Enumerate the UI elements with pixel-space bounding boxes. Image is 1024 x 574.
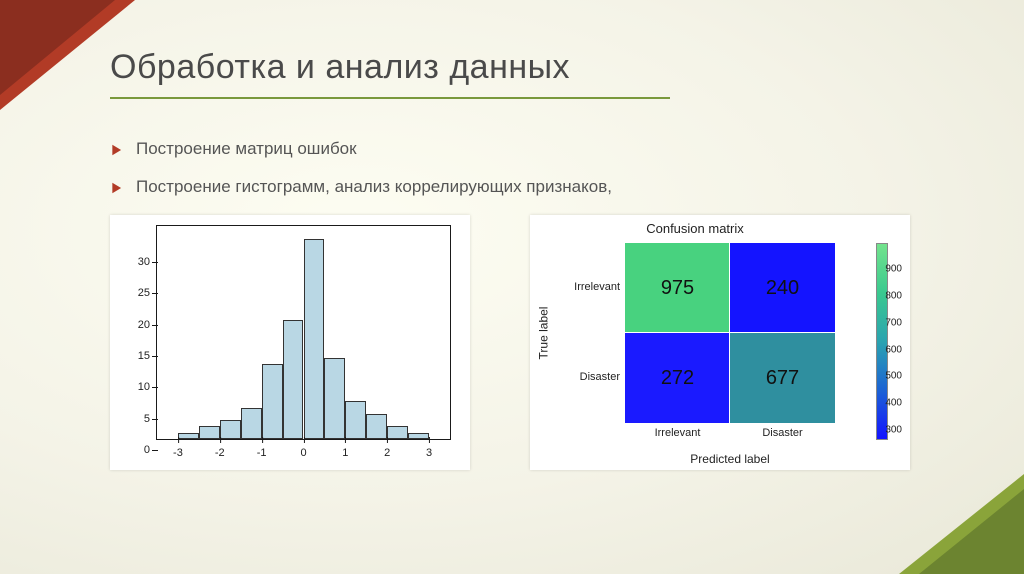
histogram-bar xyxy=(283,320,304,439)
confusion-matrix-row-label: Irrelevant xyxy=(558,281,620,293)
bullet-text: Построение матриц ошибок xyxy=(136,139,357,159)
colorbar-tick: 800 xyxy=(885,290,902,301)
histogram-ytick: 30 xyxy=(120,256,150,268)
histogram-bar xyxy=(220,420,241,439)
confusion-matrix-ylabel: True label xyxy=(532,243,554,423)
bullet-item: Построение матриц ошибок xyxy=(110,139,954,159)
confusion-matrix-cell: 240 xyxy=(730,243,835,333)
histogram-ytick: 10 xyxy=(120,381,150,393)
histogram-bar xyxy=(304,239,325,439)
histogram-ytick: 0 xyxy=(120,444,150,456)
histogram-bar xyxy=(324,358,345,439)
decor-corner-br-inner xyxy=(919,489,1024,574)
bullet-item: Построение гистограмм, анализ коррелирую… xyxy=(110,177,954,197)
colorbar-tick: 400 xyxy=(885,398,902,409)
colorbar-tick: 500 xyxy=(885,371,902,382)
histogram-xtick: -3 xyxy=(173,447,183,459)
confusion-matrix-title: Confusion matrix xyxy=(530,221,860,236)
histogram-bar xyxy=(241,408,262,439)
page-title: Обработка и анализ данных xyxy=(110,48,954,87)
histogram-xtick: 3 xyxy=(426,447,432,459)
histogram-xtick: 2 xyxy=(384,447,390,459)
histogram-bar xyxy=(345,401,366,439)
confusion-matrix-xlabel: Predicted label xyxy=(625,452,835,466)
histogram-chart: -3-2-10123 051015202530 xyxy=(110,215,470,470)
histogram-ytick: 5 xyxy=(120,413,150,425)
confusion-matrix-cell: 677 xyxy=(730,333,835,423)
histogram-xtick: 1 xyxy=(342,447,348,459)
colorbar-tick: 900 xyxy=(885,264,902,275)
histogram-bar xyxy=(262,364,283,439)
confusion-matrix-col-label: Irrelevant xyxy=(625,427,730,439)
title-rule xyxy=(110,97,670,99)
histogram-ytick: 25 xyxy=(120,287,150,299)
confusion-matrix-chart: Confusion matrix 975240272677 True label… xyxy=(530,215,910,470)
histogram-xtick: -2 xyxy=(215,447,225,459)
bullet-icon xyxy=(110,180,124,194)
histogram-xtick: -1 xyxy=(257,447,267,459)
colorbar-tick: 600 xyxy=(885,344,902,355)
confusion-matrix-cell: 272 xyxy=(625,333,730,423)
histogram-bar xyxy=(199,426,220,439)
confusion-matrix-col-label: Disaster xyxy=(730,427,835,439)
histogram-bar xyxy=(178,433,199,439)
histogram-plot-area: -3-2-10123 xyxy=(156,225,451,440)
decor-corner-tl-inner xyxy=(0,0,115,95)
confusion-matrix-row-label: Disaster xyxy=(558,371,620,383)
confusion-matrix-cell: 975 xyxy=(625,243,730,333)
histogram-xtick: 0 xyxy=(300,447,306,459)
confusion-matrix-col-labels: Irrelevant Disaster xyxy=(625,427,835,439)
colorbar-tick: 300 xyxy=(885,424,902,435)
figures-row: -3-2-10123 051015202530 Confusion matrix… xyxy=(110,215,954,470)
bullet-list: Построение матриц ошибок Построение гист… xyxy=(110,139,954,197)
slide: Обработка и анализ данных Построение мат… xyxy=(0,0,1024,574)
histogram-ytick: 15 xyxy=(120,350,150,362)
bullet-text: Построение гистограмм, анализ коррелирую… xyxy=(136,177,612,197)
confusion-matrix-grid: 975240272677 xyxy=(625,243,835,423)
histogram-bar xyxy=(366,414,387,439)
colorbar-tick: 700 xyxy=(885,317,902,328)
bullet-icon xyxy=(110,142,124,156)
histogram-ytick: 20 xyxy=(120,319,150,331)
histogram-bar xyxy=(387,426,408,439)
histogram-bar xyxy=(408,433,429,439)
